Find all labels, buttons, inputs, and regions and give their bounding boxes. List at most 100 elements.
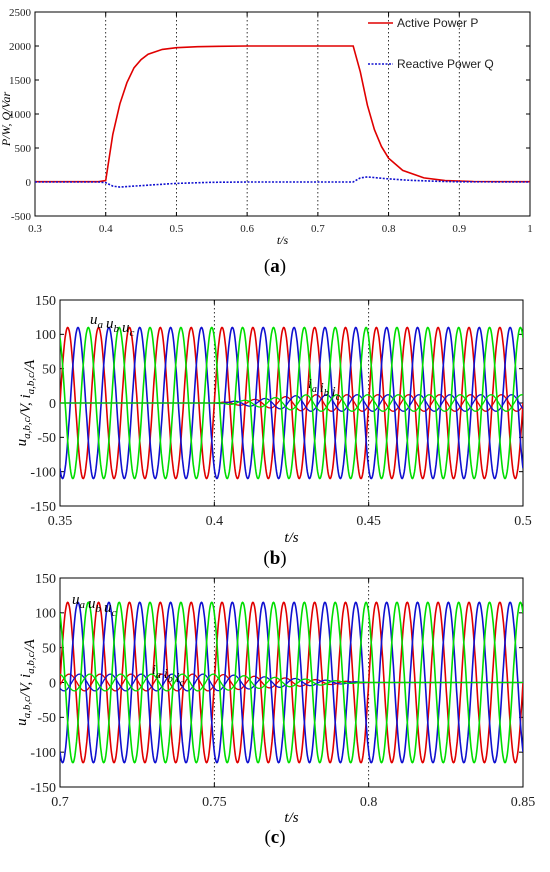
- caption-paren: ): [280, 548, 286, 569]
- chart-b: 0.35 0.4 0.45 0.5-150-100-50050100150t/s(b)…: [14, 294, 532, 569]
- ylabel-main: u: [14, 439, 30, 447]
- caption-paren: (: [263, 548, 269, 569]
- x-axis-label: t/s: [284, 530, 298, 546]
- x-tick-label: 0.45: [356, 514, 381, 529]
- voltage-annotation-sub: c: [112, 607, 117, 619]
- y-axis-label: ua,b,c/V, ia,b,c/A: [14, 359, 38, 447]
- caption-paren: (: [264, 827, 270, 848]
- ylabel-sub: a,b,c: [21, 417, 33, 439]
- voltage-annotation-sub: c: [130, 327, 135, 339]
- voltage-phase-2: [60, 601, 523, 764]
- y-tick-label: 0: [49, 397, 56, 412]
- x-tick-label: 0.5: [170, 223, 184, 235]
- caption-paren: (: [264, 256, 270, 277]
- ylabel-tail: /A: [22, 359, 38, 374]
- y-axis-label: ua,b,c/V, ia,b,c/A: [14, 638, 38, 726]
- ylabel-main: u: [14, 718, 30, 726]
- current-annotation-main: i: [164, 667, 168, 682]
- ylabel-tail: /A: [22, 638, 38, 653]
- y-tick-label: 100: [35, 328, 56, 343]
- current-annotation-main: i: [332, 385, 336, 400]
- x-tick-label: 0.35: [48, 514, 73, 529]
- ylabel-sub: a,b,c: [25, 373, 37, 395]
- x-tick-label: 0.8: [360, 795, 378, 810]
- chart-a: 0.3 0.4 0.5 0.6 0.7 0.8 0.9 1 -500 0 500 1000 1500 20…: [0, 7, 533, 277]
- x-axis-label: t/s: [284, 810, 298, 826]
- series-line-0: [35, 45, 531, 183]
- subfigure-caption: (b): [263, 548, 286, 569]
- x-tick-label: 1: [527, 223, 533, 235]
- y-tick-label: -50: [37, 711, 56, 726]
- current-annotation-sub: b: [324, 388, 329, 399]
- voltage-annotation: ua ub uc: [90, 312, 135, 339]
- voltage-phase-1: [60, 601, 523, 764]
- ylabel-main: /V, i: [18, 394, 34, 418]
- legend-entry: Reactive Power Q: [397, 57, 494, 71]
- caption-letter: c: [271, 827, 279, 848]
- legend: Active Power P Reactive Power Q: [368, 16, 494, 71]
- current-annotation-sub: c: [180, 678, 185, 689]
- ylabel-main: /V, i: [18, 674, 34, 698]
- voltage-annotation: ua ub uc: [72, 592, 117, 619]
- y-tick-label: 1500: [9, 75, 32, 87]
- current-annotation-main: i: [176, 671, 180, 686]
- x-tick-label: 0.9: [452, 223, 466, 235]
- y-tick-label: 500: [15, 143, 32, 155]
- y-tick-label: 100: [35, 607, 56, 622]
- x-tick-label: 0.4: [206, 514, 224, 529]
- ylabel-sub: a,b,c: [25, 652, 37, 674]
- caption-letter: b: [270, 548, 281, 569]
- y-tick-label: 0: [26, 177, 32, 189]
- voltage-annotation-main: u: [88, 596, 96, 612]
- x-tick-label: 0.8: [382, 223, 396, 235]
- x-tick-label: 0.5: [514, 514, 532, 529]
- y-tick-label: -150: [30, 500, 56, 515]
- x-tick-label: 0.85: [511, 795, 536, 810]
- x-tick-label: 0.3: [28, 223, 42, 235]
- voltage-annotation-sub: b: [114, 323, 120, 335]
- current-annotation-sub: a: [156, 670, 161, 681]
- y-tick-label: 50: [42, 363, 56, 378]
- current-annotation: ia ib ic: [152, 663, 185, 689]
- x-axis-label: t/s: [277, 233, 289, 247]
- x-tick-label: 0.6: [240, 223, 254, 235]
- y-tick-label: -50: [37, 431, 56, 446]
- voltage-annotation-sub: b: [96, 603, 102, 615]
- voltage-phase-2: [60, 326, 523, 480]
- x-tick-label: 0.75: [202, 795, 227, 810]
- y-tick-label: 0: [49, 676, 56, 691]
- chart-c: 0.7 0.75 0.8 0.85-150-100-50050100150t/s(c)…: [14, 572, 535, 848]
- current-annotation: ia ib ic: [308, 377, 341, 403]
- plot-frame: [34, 11, 531, 217]
- voltage-annotation-main: u: [106, 316, 114, 332]
- current-annotation-sub: b: [168, 674, 173, 685]
- caption-paren: ): [279, 827, 285, 848]
- y-tick-label: 50: [42, 642, 56, 657]
- waveforms: [60, 326, 523, 480]
- voltage-annotation-sub: a: [98, 319, 104, 331]
- y-tick-label: 2000: [9, 41, 32, 53]
- y-tick-label: -500: [11, 211, 32, 223]
- voltage-annotation-main: u: [72, 592, 80, 608]
- subfigure-caption: (a): [264, 256, 286, 277]
- current-annotation-main: i: [320, 381, 324, 396]
- y-tick-label: 150: [35, 572, 56, 587]
- voltage-annotation-sub: a: [80, 599, 86, 611]
- voltage-annotation-main: u: [90, 312, 98, 328]
- y-tick-label: 150: [35, 294, 56, 309]
- y-tick-label: 1000: [9, 109, 32, 121]
- y-tick-label: -150: [30, 781, 56, 796]
- current-annotation-main: i: [152, 663, 156, 678]
- y-tick-label: 2500: [9, 7, 32, 19]
- current-phase-2: [60, 394, 523, 412]
- y-axis-label: P/W, Q/Var: [0, 92, 13, 148]
- x-tick-label: 0.7: [311, 223, 325, 235]
- voltage-annotation-main: u: [122, 320, 130, 336]
- current-phase-2: [60, 673, 523, 692]
- legend-entry: Active Power P: [397, 16, 478, 30]
- voltage-annotation-main: u: [104, 600, 112, 616]
- waveforms: [60, 601, 523, 764]
- current-annotation-sub: a: [312, 384, 317, 395]
- caption-letter: a: [270, 256, 280, 277]
